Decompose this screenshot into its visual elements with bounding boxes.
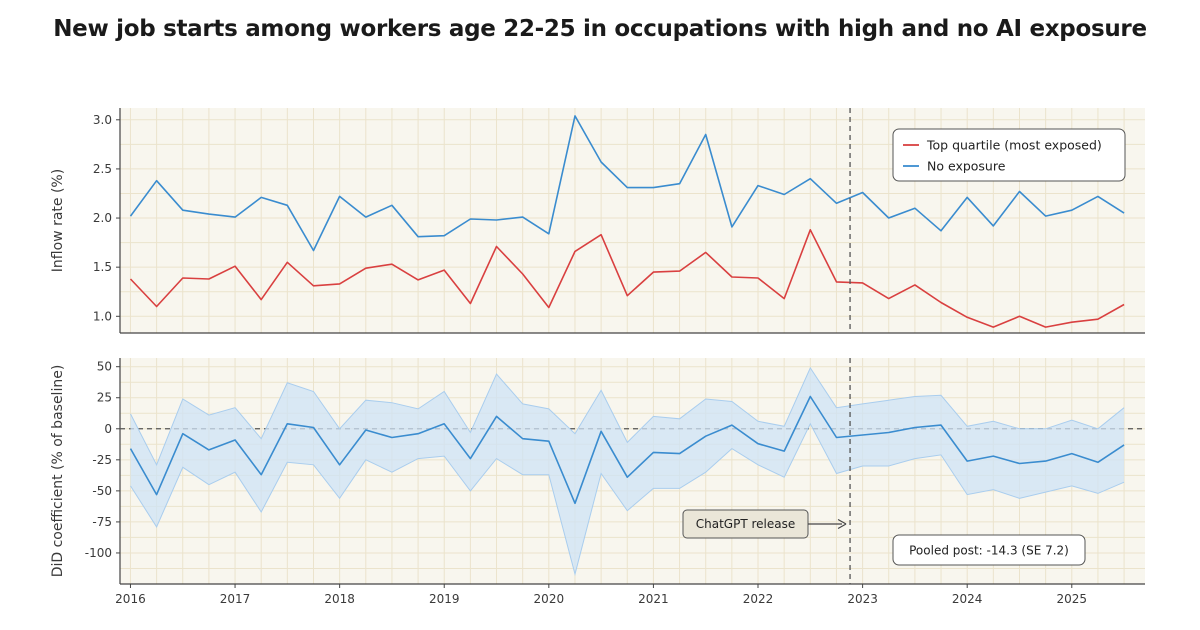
x-tick-label: 2019 bbox=[429, 592, 460, 606]
bottom-y-tick-label: 25 bbox=[97, 391, 112, 405]
top-y-tick-label: 1.0 bbox=[93, 309, 112, 323]
bottom-y-tick-label: 50 bbox=[97, 360, 112, 374]
top-y-tick-label: 2.5 bbox=[93, 162, 112, 176]
legend-entry: Top quartile (most exposed) bbox=[926, 138, 1102, 153]
bottom-y-tick-label: -25 bbox=[92, 453, 112, 467]
x-tick-label: 2022 bbox=[743, 592, 774, 606]
top-y-axis-label: Inflow rate (%) bbox=[50, 169, 66, 272]
pooled-annotation-box bbox=[892, 534, 1086, 566]
series-line-top-quartile-most-exposed bbox=[129, 229, 1125, 328]
top-y-tick-label: 3.0 bbox=[93, 113, 112, 127]
top-y-tick-label: 2.0 bbox=[93, 211, 112, 225]
confidence-band bbox=[130, 367, 1125, 575]
bottom-y-tick-label: -75 bbox=[92, 515, 112, 529]
x-tick-label: 2018 bbox=[324, 592, 355, 606]
x-tick-label: 2024 bbox=[952, 592, 983, 606]
x-tick-label: 2023 bbox=[847, 592, 878, 606]
legend: Top quartile (most exposed) No exposure bbox=[892, 128, 1126, 182]
bottom-y-tick-label: -100 bbox=[85, 546, 112, 560]
event-annotation-arrowhead bbox=[837, 518, 847, 530]
x-tick-label: 2021 bbox=[638, 592, 669, 606]
x-tick-label: 2025 bbox=[1057, 592, 1088, 606]
chart-title: New job starts among workers age 22-25 i… bbox=[53, 16, 1147, 42]
x-tick-label: 2017 bbox=[220, 592, 251, 606]
confidence-band-upper-line bbox=[130, 366, 1125, 467]
bottom-y-axis-label: DiD coefficient (% of baseline) bbox=[50, 365, 66, 578]
pooled-annotation-label: Pooled post: -14.3 (SE 7.2) bbox=[909, 544, 1069, 558]
x-tick-label: 2016 bbox=[115, 592, 146, 606]
overlay-annotations: Top quartile (most exposed) No exposure Ch… bbox=[682, 108, 1126, 584]
confidence-band-lower-line bbox=[130, 422, 1125, 577]
x-axis: 2016 2017 2018 2019 2020 2021 2022 2023 2024 2025 bbox=[115, 584, 1087, 606]
bottom-y-tick-label: 0 bbox=[104, 422, 112, 436]
event-annotation-label: ChatGPT release bbox=[696, 517, 795, 531]
top-y-tick-label: 1.5 bbox=[93, 260, 112, 274]
legend-entry: No exposure bbox=[927, 159, 1006, 174]
legend-box bbox=[892, 128, 1126, 182]
bottom-y-tick-label: -50 bbox=[92, 484, 112, 498]
x-tick-label: 2020 bbox=[534, 592, 565, 606]
series-line-no-exposure bbox=[129, 115, 1125, 252]
series-line-did-coefficient bbox=[129, 395, 1125, 505]
